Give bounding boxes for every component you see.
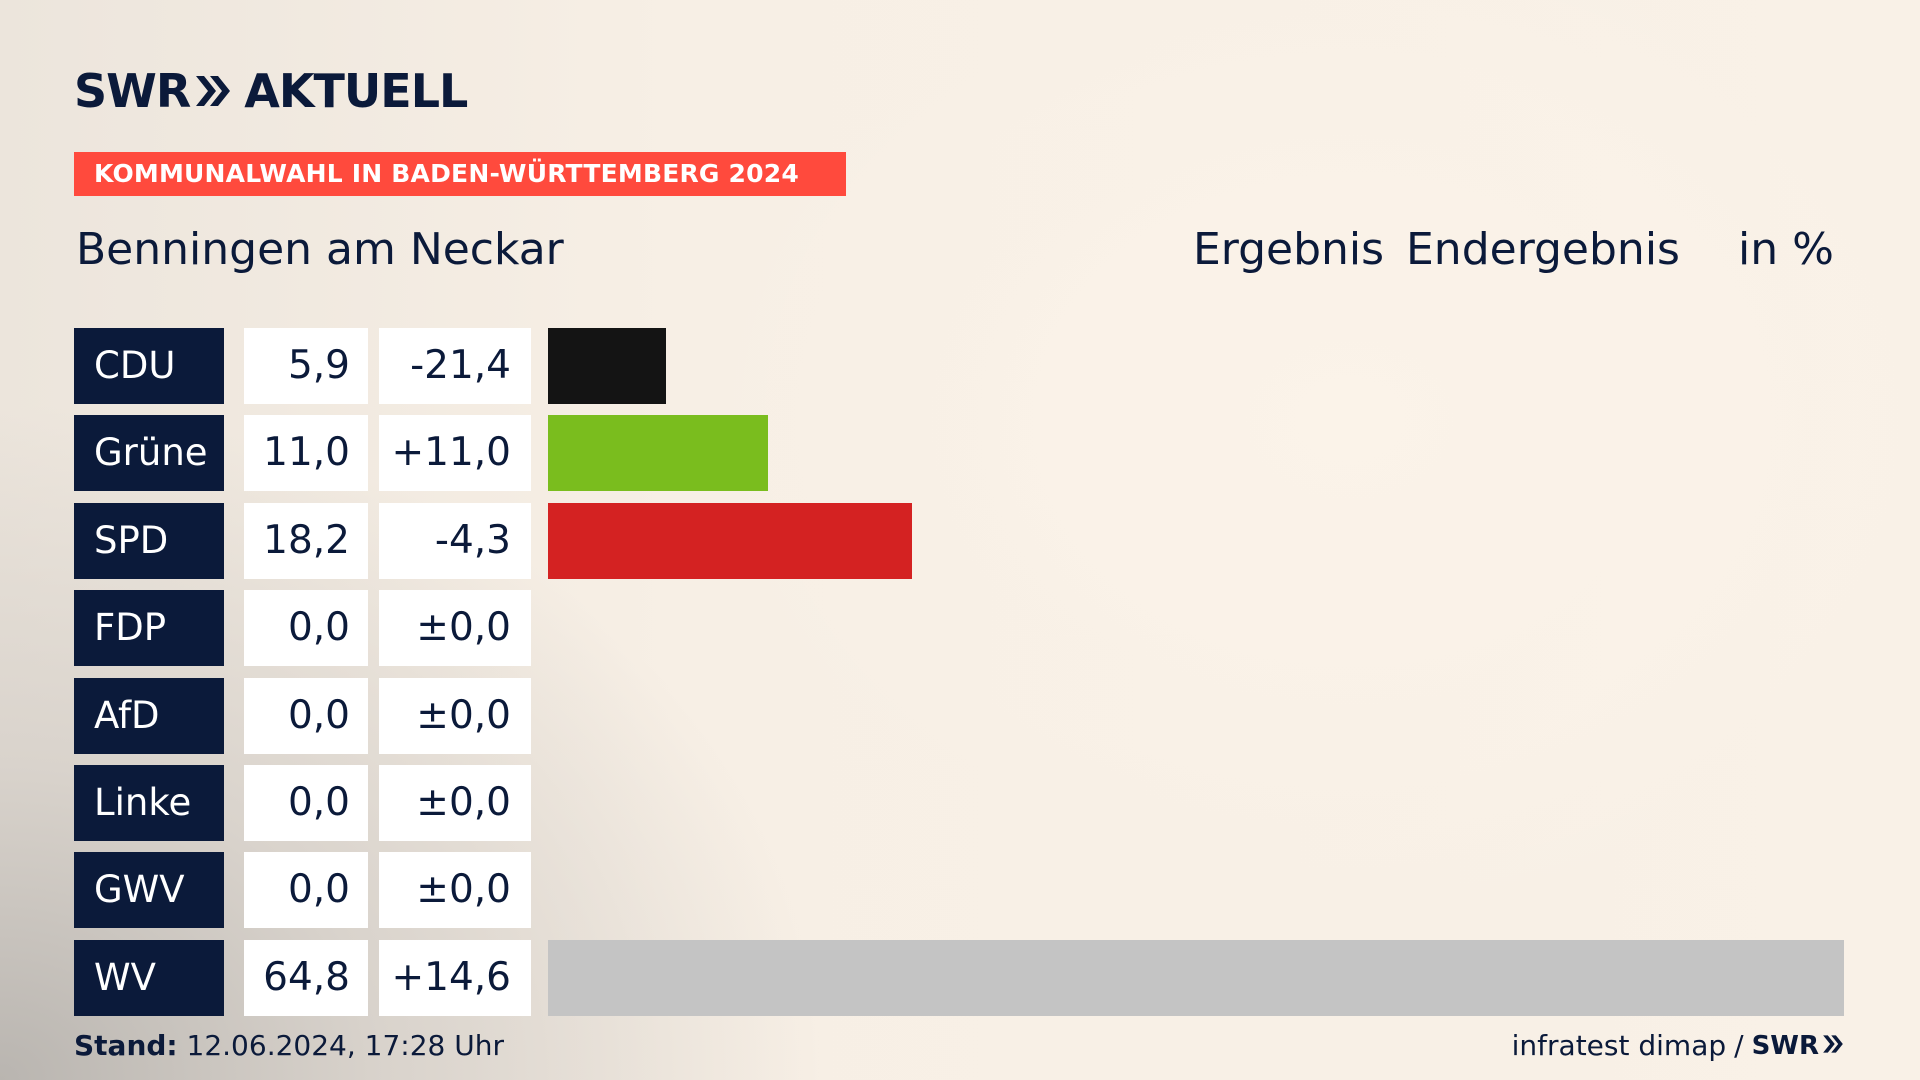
logo-swr: SWR	[74, 64, 191, 118]
party-label: FDP	[74, 590, 224, 667]
header-result: Ergebnis	[1193, 224, 1385, 275]
change-value: -4,3	[379, 502, 531, 579]
party-label: WV	[74, 939, 224, 1016]
result-value: 0,0	[244, 765, 368, 841]
result-value: 64,8	[244, 939, 368, 1016]
logo-aktuell: AKTUELL	[244, 64, 468, 118]
result-value: 11,0	[244, 415, 368, 492]
stand-value: 12.06.2024, 17:28 Uhr	[186, 1029, 504, 1062]
party-label: Grüne	[74, 415, 224, 492]
source-separator: /	[1734, 1029, 1744, 1062]
change-value: ±0,0	[379, 590, 531, 667]
stand-label: Stand:	[74, 1029, 178, 1062]
change-value: ±0,0	[379, 765, 531, 841]
table-row: Grüne 11,0 +11,0	[74, 415, 1846, 492]
table-row: AfD 0,0 ±0,0	[74, 677, 1846, 754]
table-row: Linke 0,0 ±0,0	[74, 765, 1846, 841]
double-chevron-icon	[1822, 1028, 1844, 1064]
change-value: +14,6	[379, 939, 531, 1016]
party-label: AfD	[74, 677, 224, 754]
source-brand-text: SWR	[1751, 1031, 1819, 1061]
party-label: GWV	[74, 852, 224, 929]
party-label: SPD	[74, 502, 224, 579]
result-bar	[548, 415, 768, 492]
source-name: infratest dimap	[1511, 1029, 1727, 1062]
source-credit: infratest dimap / SWR	[1512, 1028, 1844, 1064]
header-unit: in %	[1738, 224, 1834, 275]
table-row: WV 64,8 +14,6	[74, 939, 1846, 1016]
change-value: +11,0	[379, 415, 531, 492]
change-value: ±0,0	[379, 677, 531, 754]
double-chevron-icon	[194, 74, 232, 108]
swr-aktuell-logo: SWR AKTUELL	[74, 64, 468, 118]
party-label: CDU	[74, 328, 224, 404]
party-label: Linke	[74, 765, 224, 841]
result-value: 0,0	[244, 852, 368, 929]
header-final: Endergebnis	[1406, 224, 1680, 275]
table-row: SPD 18,2 -4,3	[74, 502, 1846, 579]
result-bar	[548, 328, 666, 404]
change-value: -21,4	[379, 328, 531, 404]
table-row: FDP 0,0 ±0,0	[74, 590, 1846, 667]
result-value: 0,0	[244, 677, 368, 754]
result-bar	[548, 502, 912, 579]
result-bar	[548, 939, 1844, 1016]
source-brand: SWR	[1752, 1028, 1844, 1064]
result-value: 0,0	[244, 590, 368, 667]
table-row: GWV 0,0 ±0,0	[74, 852, 1846, 929]
table-row: CDU 5,9 -21,4	[74, 328, 1846, 404]
place-title: Benningen am Neckar	[76, 224, 564, 275]
result-value: 5,9	[244, 328, 368, 404]
change-value: ±0,0	[379, 852, 531, 929]
result-value: 18,2	[244, 502, 368, 579]
timestamp: Stand: 12.06.2024, 17:28 Uhr	[74, 1028, 504, 1064]
election-banner: KOMMUNALWAHL IN BADEN-WÜRTTEMBERG 2024	[74, 152, 846, 196]
